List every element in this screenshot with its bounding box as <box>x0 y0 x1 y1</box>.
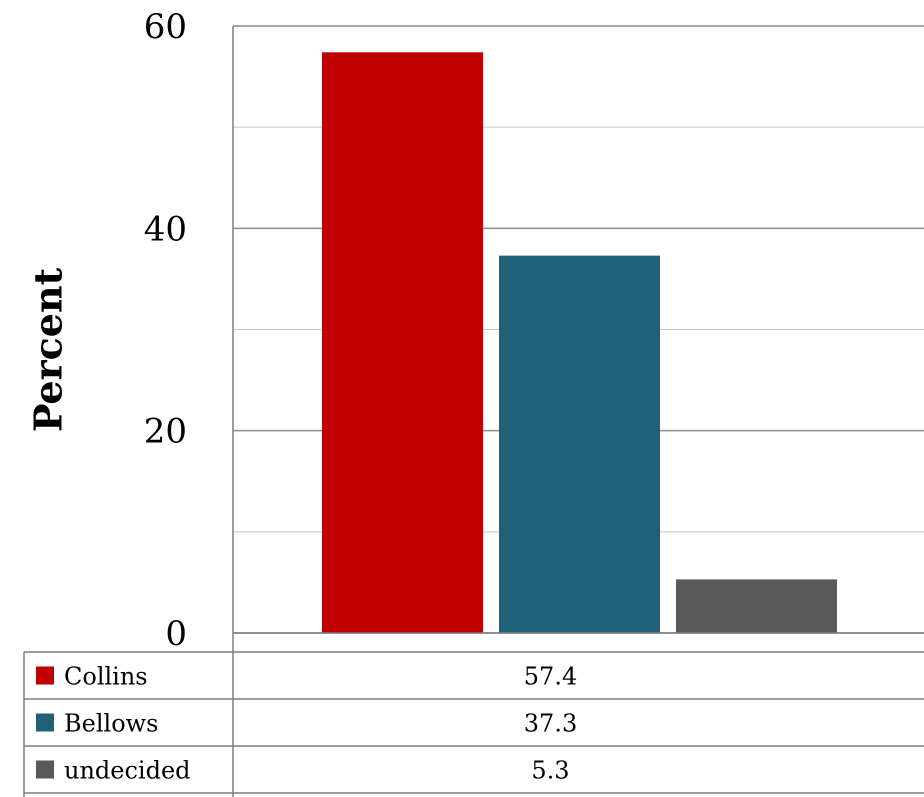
y-tick-label: 20 <box>144 412 187 452</box>
data-label: 57.4 <box>524 663 577 691</box>
data-table: Collins 57.4 Bellows 37.3 undecided 5.3 <box>23 632 924 797</box>
y-tick-label: 60 <box>144 7 187 47</box>
bar-bellows <box>499 255 660 634</box>
bars <box>322 52 837 634</box>
y-tick-label: 0 <box>165 614 187 654</box>
bar-collins <box>322 52 483 633</box>
y-axis-label: Percent <box>26 267 71 432</box>
legend-swatch <box>36 760 54 779</box>
legend-swatch <box>36 666 54 685</box>
legend-label: Collins <box>64 663 148 691</box>
y-tick-labels: 0 20 40 60 <box>144 7 187 654</box>
legend-label: undecided <box>64 757 191 785</box>
y-tick-label: 40 <box>144 209 187 249</box>
data-label: 37.3 <box>524 710 577 738</box>
legend-label: Bellows <box>64 710 159 738</box>
data-label: 5.3 <box>531 757 569 785</box>
bar-undecided <box>676 579 837 633</box>
legend-swatch <box>36 713 54 732</box>
